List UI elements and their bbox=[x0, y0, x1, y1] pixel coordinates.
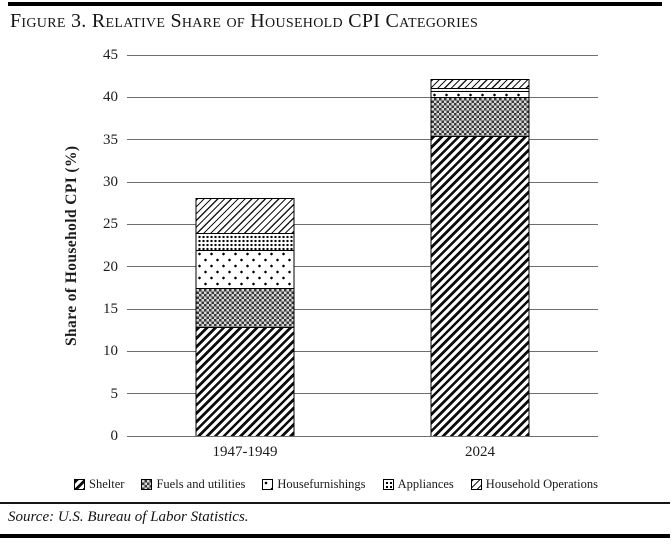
bar-segment-1947-1949-fuels-and-utilities bbox=[196, 287, 294, 327]
legend: Shelter Fuels and utilities Housefurnish… bbox=[0, 477, 672, 492]
x-label-2024: 2024 bbox=[465, 444, 495, 460]
y-tick-label-40: 40 bbox=[103, 89, 118, 106]
gridline-0 bbox=[127, 435, 598, 437]
y-tick-label-10: 10 bbox=[103, 343, 118, 360]
bar-segment-1947-1949-appliances bbox=[196, 232, 294, 250]
legend-label-shelter: Shelter bbox=[89, 477, 125, 491]
gridline-35 bbox=[127, 139, 598, 141]
legend-swatch-household-operations-icon bbox=[470, 479, 482, 490]
gridline-10 bbox=[127, 350, 598, 352]
y-tick-label-20: 20 bbox=[103, 258, 118, 275]
legend-swatch-fuels-icon bbox=[141, 479, 153, 490]
y-tick-label-45: 45 bbox=[103, 47, 118, 63]
legend-label-appliances: Appliances bbox=[397, 477, 454, 491]
gridline-15 bbox=[127, 308, 598, 310]
y-tick-label-25: 25 bbox=[103, 216, 118, 233]
y-tick-label-0: 0 bbox=[110, 428, 119, 444]
plot-area bbox=[127, 54, 598, 437]
legend-swatch-shelter-icon bbox=[74, 479, 86, 490]
bar-segment-2024-appliances bbox=[431, 88, 529, 92]
bar-segment-1947-1949-household-operations bbox=[196, 198, 294, 233]
y-axis-ticks: 0 5 10 15 20 25 30 35 40 45 bbox=[70, 47, 119, 444]
bar-segment-1947-1949-housefurnishings bbox=[196, 249, 294, 288]
y-tick-label-5: 5 bbox=[110, 385, 119, 402]
legend-item-fuels-and-utilities: Fuels and utilities bbox=[141, 477, 245, 492]
bar-1947-1949 bbox=[195, 197, 295, 436]
gridline-45 bbox=[127, 54, 598, 56]
source-note: Source: U.S. Bureau of Labor Statistics. bbox=[8, 509, 249, 525]
legend-label-housefurnishings: Housefurnishings bbox=[277, 477, 366, 491]
y-tick-label-35: 35 bbox=[103, 131, 118, 148]
x-label-1947-1949: 1947-1949 bbox=[212, 444, 278, 460]
bar-segment-1947-1949-shelter bbox=[196, 326, 294, 436]
legend-item-shelter: Shelter bbox=[74, 477, 124, 492]
bar-2024 bbox=[430, 79, 530, 436]
gridline-25 bbox=[127, 223, 598, 225]
bar-segment-2024-housefurnishings bbox=[431, 91, 529, 98]
top-rule bbox=[8, 2, 662, 6]
source-divider-rule bbox=[0, 502, 670, 504]
bar-segment-2024-shelter bbox=[431, 136, 529, 436]
legend-swatch-appliances-icon bbox=[382, 479, 394, 490]
legend-item-household-operations: Household Operations bbox=[470, 477, 598, 492]
figure-title: Figure 3. Relative Share of Household CP… bbox=[10, 10, 479, 32]
bottom-rule bbox=[0, 534, 670, 538]
bar-segment-2024-household-operations bbox=[431, 80, 529, 89]
gridline-30 bbox=[127, 181, 598, 183]
gridline-40 bbox=[127, 96, 598, 98]
bar-segment-2024-fuels-and-utilities bbox=[431, 97, 529, 137]
legend-swatch-housefurnishings-icon bbox=[262, 479, 274, 490]
y-tick-label-30: 30 bbox=[103, 174, 118, 191]
legend-item-appliances: Appliances bbox=[382, 477, 454, 492]
legend-item-housefurnishings: Housefurnishings bbox=[262, 477, 366, 492]
gridline-5 bbox=[127, 393, 598, 395]
y-tick-label-15: 15 bbox=[103, 301, 118, 318]
legend-label-fuels: Fuels and utilities bbox=[156, 477, 246, 491]
gridline-20 bbox=[127, 266, 598, 268]
legend-label-household-operations: Household Operations bbox=[485, 477, 598, 491]
